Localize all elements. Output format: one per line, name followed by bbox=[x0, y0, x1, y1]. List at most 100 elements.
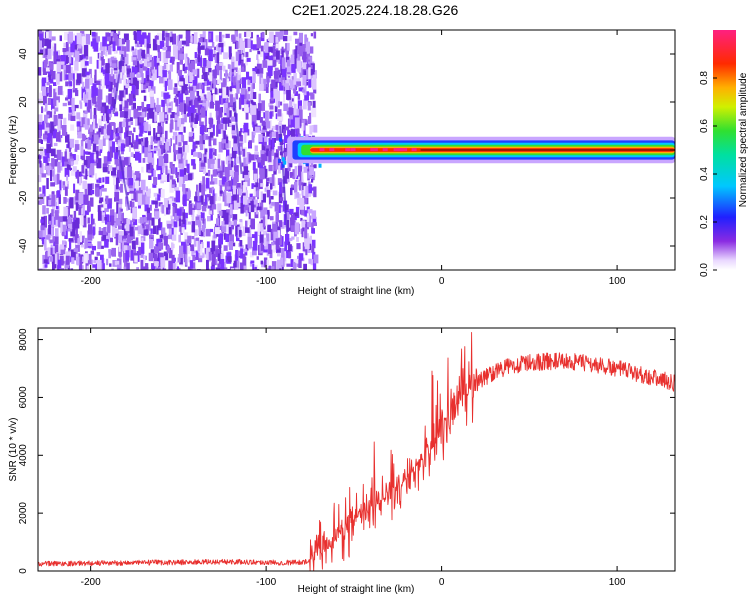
noise-cell bbox=[185, 90, 189, 95]
noise-cell bbox=[188, 203, 193, 215]
noise-cell bbox=[105, 95, 111, 103]
noise-cell bbox=[245, 152, 251, 165]
noise-cell bbox=[252, 161, 256, 171]
noise-cell bbox=[80, 146, 84, 156]
noise-cell bbox=[70, 170, 76, 176]
noise-cell bbox=[142, 222, 145, 229]
noise-cell bbox=[225, 69, 228, 80]
noise-cell bbox=[178, 147, 183, 158]
noise-cell bbox=[210, 266, 215, 270]
noise-cell bbox=[150, 136, 154, 145]
noise-cell bbox=[159, 234, 164, 239]
noise-cell bbox=[41, 173, 47, 178]
noise-cell bbox=[135, 227, 139, 231]
noise-cell bbox=[272, 52, 277, 57]
noise-cell bbox=[178, 40, 182, 49]
noise-cell bbox=[115, 218, 121, 226]
noise-cell bbox=[195, 216, 200, 223]
noise-cell bbox=[67, 216, 72, 223]
noise-cell bbox=[98, 118, 102, 126]
noise-cell bbox=[179, 245, 184, 254]
noise-cell bbox=[45, 251, 49, 263]
noise-cell bbox=[260, 45, 264, 52]
noise-cell bbox=[114, 229, 119, 239]
noise-cell bbox=[192, 122, 197, 129]
noise-cell bbox=[52, 204, 55, 212]
noise-cell bbox=[132, 207, 137, 219]
noise-cell bbox=[120, 99, 125, 108]
noise-cell bbox=[96, 158, 102, 169]
noise-cell bbox=[313, 254, 319, 264]
noise-cell bbox=[247, 87, 251, 92]
noise-cell bbox=[101, 188, 107, 192]
y-tick-label: 40 bbox=[18, 48, 29, 60]
noise-cell bbox=[121, 38, 126, 45]
noise-cell bbox=[108, 165, 113, 172]
noise-cell bbox=[113, 80, 118, 91]
noise-cell bbox=[78, 204, 82, 209]
noise-cell bbox=[201, 141, 206, 150]
noise-cell bbox=[132, 102, 136, 110]
noise-cell bbox=[71, 249, 76, 261]
noise-cell bbox=[301, 206, 306, 216]
noise-cell bbox=[54, 43, 57, 55]
snr-x-ticks: -200 -100 0 100 bbox=[81, 328, 626, 588]
noise-cell bbox=[143, 229, 148, 236]
noise-cell bbox=[107, 198, 112, 209]
noise-cell bbox=[173, 211, 178, 221]
noise-cell bbox=[118, 198, 123, 205]
noise-cell bbox=[130, 250, 133, 260]
noise-cell bbox=[311, 179, 314, 183]
noise-cell bbox=[271, 131, 277, 137]
noise-cell bbox=[177, 134, 182, 146]
noise-cell bbox=[193, 152, 198, 157]
noise-cell bbox=[294, 258, 299, 267]
noise-cell bbox=[110, 31, 114, 37]
noise-cell bbox=[135, 237, 139, 245]
noise-cell bbox=[52, 129, 58, 139]
noise-cell bbox=[83, 159, 88, 166]
noise-cell bbox=[104, 226, 109, 239]
noise-cell bbox=[65, 134, 70, 143]
noise-cell bbox=[141, 194, 147, 205]
noise-cell bbox=[175, 172, 180, 178]
noise-cell bbox=[214, 259, 217, 266]
noise-cell bbox=[263, 165, 267, 170]
noise-cell bbox=[210, 228, 214, 233]
signal-peak bbox=[393, 148, 399, 152]
noise-cell bbox=[305, 233, 309, 242]
noise-cell bbox=[237, 250, 242, 257]
noise-cell bbox=[184, 114, 187, 123]
noise-cell bbox=[229, 204, 234, 215]
noise-cell bbox=[293, 263, 297, 270]
noise-cell bbox=[311, 228, 315, 234]
noise-cell bbox=[104, 204, 109, 212]
noise-cell bbox=[81, 36, 85, 46]
noise-cell bbox=[245, 227, 250, 233]
noise-cell bbox=[123, 250, 126, 263]
noise-cell bbox=[175, 167, 178, 176]
noise-cell bbox=[311, 192, 314, 196]
noise-cell bbox=[72, 70, 78, 74]
noise-cell bbox=[39, 187, 42, 192]
noise-cell bbox=[180, 48, 184, 52]
noise-cell bbox=[138, 225, 143, 234]
noise-cell bbox=[206, 197, 209, 202]
noise-cell bbox=[269, 196, 274, 200]
noise-cell bbox=[160, 167, 163, 180]
noise-cell bbox=[142, 158, 146, 163]
noise-cell bbox=[45, 268, 50, 270]
noise-cell bbox=[215, 267, 221, 270]
noise-cell bbox=[280, 162, 283, 170]
noise-cell bbox=[52, 236, 55, 242]
noise-cell bbox=[170, 175, 174, 180]
noise-cell bbox=[131, 57, 137, 61]
noise-cell bbox=[229, 153, 234, 158]
noise-cell bbox=[143, 56, 149, 67]
noise-cell bbox=[122, 235, 127, 241]
noise-cell bbox=[174, 114, 179, 121]
signal-fringe bbox=[313, 164, 317, 169]
noise-cell bbox=[215, 249, 218, 257]
colorbar-tick-label: 0.0 bbox=[699, 263, 710, 277]
noise-cell bbox=[159, 112, 165, 122]
